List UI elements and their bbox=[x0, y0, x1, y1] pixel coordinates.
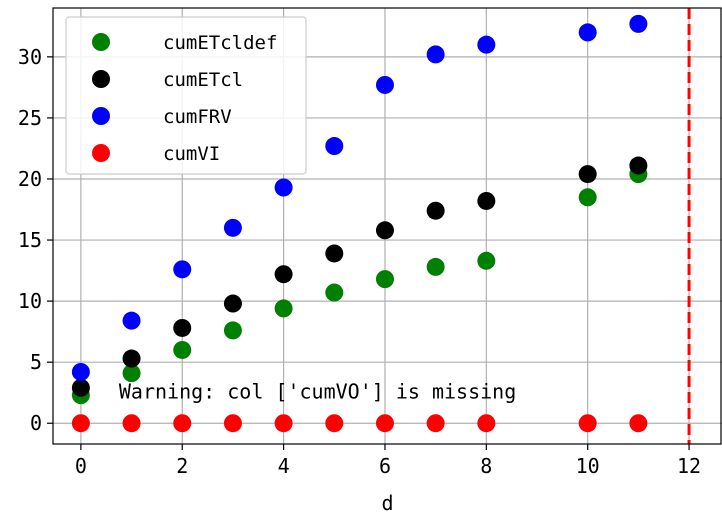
data-point-cumVI bbox=[629, 414, 648, 433]
data-point-cumETcldef bbox=[274, 299, 293, 318]
x-tick-label: 8 bbox=[480, 454, 492, 478]
data-point-cumFRV bbox=[426, 45, 445, 64]
data-point-cumETcl bbox=[223, 294, 242, 313]
legend-marker bbox=[92, 107, 110, 125]
data-point-cumETcl bbox=[477, 191, 496, 210]
data-point-cumETcldef bbox=[477, 251, 496, 270]
data-point-cumETcl bbox=[173, 318, 192, 337]
data-point-cumFRV bbox=[173, 260, 192, 279]
legend-box bbox=[65, 16, 307, 175]
data-point-cumETcldef bbox=[223, 321, 242, 340]
x-tick-label: 2 bbox=[176, 454, 188, 478]
plot-frame bbox=[52, 7, 722, 445]
legend-label: cumETcldef bbox=[163, 32, 277, 54]
data-point-cumFRV bbox=[122, 311, 141, 330]
data-point-cumFRV bbox=[325, 137, 344, 156]
data-point-cumETcldef bbox=[173, 340, 192, 359]
data-point-cumFRV bbox=[629, 14, 648, 33]
data-point-cumVI bbox=[274, 414, 293, 433]
data-point-cumETcldef bbox=[426, 257, 445, 276]
data-point-cumETcl bbox=[375, 221, 394, 240]
data-point-cumVI bbox=[122, 414, 141, 433]
y-tick-label: 20 bbox=[18, 167, 42, 191]
data-point-cumETcl bbox=[325, 244, 344, 263]
y-tick-label: 30 bbox=[18, 45, 42, 69]
legend: cumETcldef cumETcl cumFRV cumVI bbox=[65, 16, 307, 175]
data-point-cumVI bbox=[477, 414, 496, 433]
y-tick-label: 5 bbox=[30, 350, 42, 374]
warning-annotation: Warning: col ['cumVO'] is missing bbox=[119, 379, 516, 403]
data-point-cumVI bbox=[578, 414, 597, 433]
data-point-cumVI bbox=[325, 414, 344, 433]
data-point-cumFRV bbox=[223, 218, 242, 237]
x-axis-label: d bbox=[381, 491, 393, 515]
legend-label: cumVI bbox=[163, 143, 220, 165]
x-tick-label: 10 bbox=[576, 454, 600, 478]
x-tick-label: 4 bbox=[278, 454, 290, 478]
data-points bbox=[71, 14, 648, 433]
data-point-cumVI bbox=[71, 414, 90, 433]
data-point-cumETcl bbox=[629, 156, 648, 175]
data-point-cumVI bbox=[173, 414, 192, 433]
data-point-cumETcl bbox=[274, 265, 293, 284]
legend-marker bbox=[92, 33, 110, 51]
y-axis-ticks: 0 5 10 15 20 25 30 bbox=[18, 45, 53, 435]
data-point-cumETcl bbox=[578, 165, 597, 184]
data-point-cumETcldef bbox=[578, 188, 597, 207]
data-point-cumVI bbox=[426, 414, 445, 433]
data-point-cumETcldef bbox=[375, 270, 394, 289]
data-point-cumFRV bbox=[71, 362, 90, 381]
data-point-cumETcldef bbox=[325, 283, 344, 302]
y-tick-label: 15 bbox=[18, 228, 42, 252]
legend-marker bbox=[92, 70, 110, 88]
data-point-cumETcl bbox=[122, 349, 141, 368]
x-tick-label: 0 bbox=[75, 454, 87, 478]
data-point-cumETcl bbox=[426, 201, 445, 220]
y-tick-label: 10 bbox=[18, 289, 42, 313]
x-axis-ticks: 0 2 4 6 8 10 12 bbox=[75, 444, 701, 478]
data-point-cumETcldef bbox=[122, 364, 141, 383]
y-tick-label: 25 bbox=[18, 106, 42, 130]
legend-label: cumETcl bbox=[163, 69, 243, 91]
y-tick-label: 0 bbox=[30, 411, 42, 435]
data-point-cumFRV bbox=[274, 178, 293, 197]
data-point-cumVI bbox=[223, 414, 242, 433]
data-point-cumFRV bbox=[375, 75, 394, 94]
x-tick-label: 12 bbox=[677, 454, 701, 478]
legend-marker bbox=[92, 144, 110, 162]
x-tick-label: 6 bbox=[379, 454, 391, 478]
legend-label: cumFRV bbox=[163, 106, 232, 128]
data-point-cumETcl bbox=[71, 378, 90, 397]
data-point-cumVI bbox=[375, 414, 394, 433]
data-point-cumFRV bbox=[477, 35, 496, 54]
data-point-cumFRV bbox=[578, 23, 597, 42]
